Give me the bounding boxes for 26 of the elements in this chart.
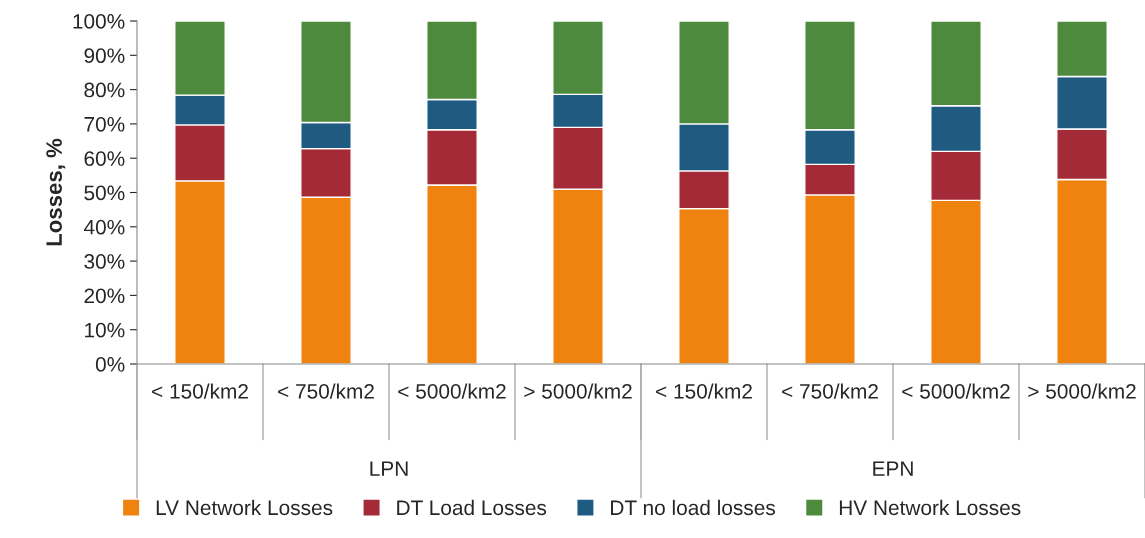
y-tick-label: 80%: [84, 82, 125, 98]
y-tick-label: 40%: [83, 219, 125, 235]
x-tick-label: < 5000/km2: [902, 383, 1010, 399]
x-tick-label: > 5000/km2: [1028, 383, 1136, 399]
y-tick-label: 20%: [84, 288, 125, 304]
legend-label: HV Network Losses: [839, 499, 1021, 516]
y-tick-label: 90%: [84, 48, 125, 64]
y-axis-title: Losses, %: [46, 138, 66, 246]
legend-label: DT no load losses: [611, 499, 775, 516]
y-tick-label: 30%: [84, 254, 125, 269]
x-tick-label: < 150/km2: [152, 383, 248, 399]
x-tick-label: < 750/km2: [278, 383, 374, 399]
x-tick-label: < 750/km2: [782, 383, 878, 399]
x-tick-label: < 5000/km2: [398, 383, 506, 399]
x-tick-label: > 5000/km2: [524, 383, 632, 399]
text: EPN: [873, 461, 913, 476]
y-tick-label: 100%: [73, 14, 125, 29]
text: LPN: [370, 461, 408, 476]
y-tick-label: 60%: [84, 151, 125, 166]
y-tick-label: 50%: [84, 185, 125, 201]
y-tick-label: 0%: [95, 357, 125, 372]
legend-label: LV Network Losses: [156, 499, 333, 516]
y-tick-label: 70%: [84, 116, 125, 132]
x-tick-label: < 150/km2: [656, 383, 752, 399]
y-tick-label: 10%: [85, 322, 125, 338]
legend-label: DT Load Losses: [397, 499, 547, 516]
